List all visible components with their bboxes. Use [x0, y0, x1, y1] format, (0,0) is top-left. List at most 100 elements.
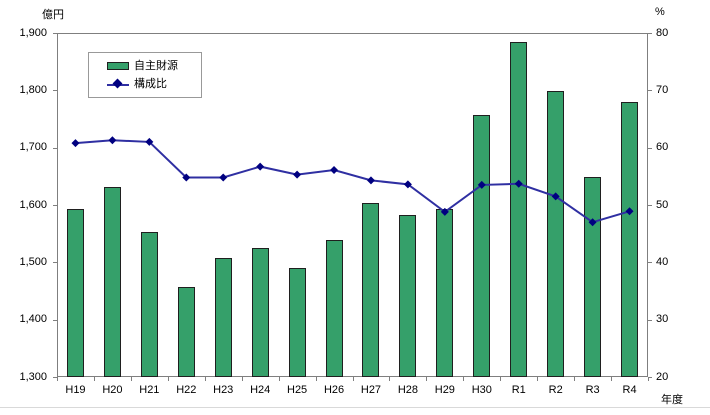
x-axis-category-label: R2 — [548, 384, 563, 396]
line-marker-H24 — [256, 162, 265, 171]
bar-R1 — [510, 42, 528, 377]
line-marker-H19 — [71, 139, 80, 148]
left-axis-tick-label: 1,900 — [19, 26, 47, 39]
line-marker-H26 — [330, 166, 339, 175]
x-axis-tickmark — [574, 377, 576, 381]
x-axis-tickmark — [648, 377, 649, 381]
right-axis-tickmark — [648, 262, 652, 264]
x-axis-tickmark — [537, 377, 539, 381]
right-axis-tickmark — [648, 319, 652, 321]
x-axis-category-label: R4 — [622, 384, 637, 396]
bar-R3 — [584, 177, 602, 377]
x-axis-category-label: H21 — [139, 384, 160, 396]
line-marker-R1 — [514, 179, 523, 188]
left-axis-tick-label: 1,500 — [19, 255, 47, 268]
x-axis-tickmark — [167, 377, 169, 381]
x-axis-category-label: H22 — [176, 384, 197, 396]
left-axis-tick-label: 1,400 — [19, 313, 47, 326]
bar-H21 — [140, 231, 158, 377]
left-axis-tick-label: 1,800 — [19, 83, 47, 96]
left-axis-tickmark — [53, 33, 57, 34]
left-axis-tick-label: 1,600 — [19, 198, 47, 211]
bar-H19 — [66, 209, 84, 377]
right-axis-tick-label: 20 — [656, 370, 669, 383]
right-axis-tickmark — [648, 205, 652, 206]
line-marker-H28 — [403, 180, 412, 189]
bar-H27 — [362, 202, 380, 377]
line-marker-R3 — [588, 218, 597, 227]
x-axis-tickmark — [389, 377, 391, 381]
x-axis-unit-label: 年度 — [661, 394, 683, 406]
left-axis-tickmark — [53, 319, 57, 321]
chart-bottom-border — [0, 407, 710, 408]
right-axis-tick-label: 60 — [656, 141, 669, 154]
x-axis-category-label: H25 — [287, 384, 308, 396]
x-axis-tickmark — [93, 377, 95, 381]
left-axis-tick-label: 1,700 — [19, 141, 47, 154]
bar-H24 — [251, 248, 269, 377]
bar-H20 — [103, 186, 121, 377]
left-axis-tickmark — [53, 147, 57, 149]
bar-H23 — [214, 258, 232, 377]
x-axis-tickmark — [278, 377, 280, 381]
line-marker-H30 — [477, 180, 486, 189]
diamond-marker-icon — [112, 78, 123, 88]
right-axis-unit-label: % — [655, 6, 665, 18]
right-axis-tickmark — [648, 90, 652, 92]
x-axis-tickmark — [611, 377, 613, 381]
bar-H26 — [325, 239, 343, 377]
x-axis-tickmark — [241, 377, 243, 381]
legend-item-bar: 自主財源 — [107, 59, 201, 72]
x-axis-tickmark — [426, 377, 428, 381]
left-axis-tick-label: 1,300 — [19, 370, 47, 383]
bar-H28 — [399, 215, 417, 377]
x-axis-category-label: H28 — [397, 384, 418, 396]
left-axis-tickmark — [53, 377, 57, 378]
right-axis-tick-label: 30 — [656, 313, 669, 326]
x-axis-tickmark — [130, 377, 132, 381]
line-marker-H20 — [108, 136, 117, 145]
x-axis-tickmark — [352, 377, 354, 381]
x-axis-category-label: R1 — [511, 384, 526, 396]
right-axis-tick-label: 80 — [656, 26, 669, 39]
bar-series-swatch — [107, 62, 129, 70]
right-axis-tick-label: 50 — [656, 198, 669, 211]
right-axis-tickmark — [648, 33, 652, 34]
line-marker-H29 — [440, 207, 449, 216]
bar-H25 — [288, 268, 306, 377]
line-marker-R2 — [551, 192, 560, 201]
left-axis-tickmark — [53, 262, 57, 264]
x-axis-tickmark — [204, 377, 206, 381]
line-marker-H22 — [182, 173, 191, 182]
bar-R4 — [621, 101, 639, 377]
x-axis-category-label: H26 — [323, 384, 345, 396]
legend-item-line: 構成比 — [107, 77, 201, 90]
x-axis-tickmark — [463, 377, 465, 381]
x-axis-category-label: H29 — [434, 384, 455, 396]
line-marker-R4 — [625, 207, 634, 216]
x-axis-category-label: H30 — [471, 384, 492, 396]
bar-series-label: 自主財源 — [134, 59, 178, 72]
line-marker-H25 — [293, 170, 302, 179]
right-axis-tickmark — [648, 147, 652, 149]
line-series-layer — [71, 136, 634, 227]
line-marker-H27 — [366, 176, 375, 185]
x-axis-tickmark — [500, 377, 502, 381]
x-axis-category-label: H20 — [102, 384, 123, 396]
line-marker-H23 — [219, 173, 228, 182]
left-axis-unit-label: 億円 — [42, 9, 64, 21]
right-axis-tick-label: 70 — [656, 83, 669, 96]
line-series-label: 構成比 — [134, 77, 167, 90]
x-axis-category-label: H19 — [65, 384, 86, 396]
line-marker-H21 — [145, 137, 154, 146]
x-axis-category-label: R3 — [585, 384, 600, 396]
x-axis-category-label: H24 — [250, 384, 271, 396]
bar-R2 — [547, 90, 565, 377]
bar-H30 — [473, 114, 491, 377]
x-axis-tickmark — [57, 377, 58, 381]
legend: 自主財源 構成比 — [88, 52, 202, 98]
composition-ratio-line — [75, 139, 630, 224]
right-axis-tickmark — [648, 377, 652, 378]
right-axis-tick-label: 40 — [656, 255, 669, 268]
